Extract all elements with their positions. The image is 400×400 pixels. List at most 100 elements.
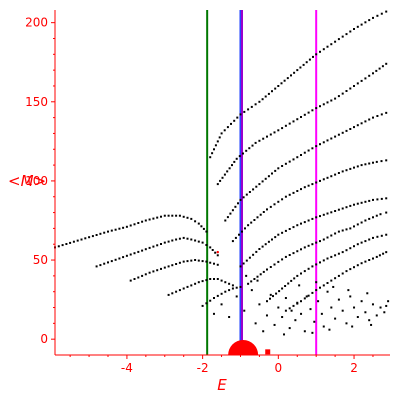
x-tick-label: -2	[197, 361, 209, 375]
series-7-point	[356, 124, 359, 127]
series-0-point	[65, 243, 68, 245]
series-10-point	[326, 236, 329, 239]
series-9-point	[288, 228, 291, 230]
series-11-point	[272, 295, 274, 298]
series-5-point	[341, 35, 344, 38]
series-9-point	[341, 207, 344, 210]
series-3-point	[190, 284, 193, 287]
series-2-point	[175, 263, 178, 265]
series-8-point	[266, 208, 268, 211]
series-6-point	[326, 101, 329, 104]
cloud-point	[387, 300, 390, 303]
series-0-point	[76, 239, 79, 242]
series-0-point	[91, 235, 94, 238]
series-12-point	[292, 304, 295, 307]
series-5-point	[322, 48, 325, 51]
series-3-point	[194, 282, 197, 285]
series-10-point	[334, 232, 337, 235]
series-5-point	[360, 23, 363, 26]
series-9-point	[274, 236, 277, 239]
series-7-point	[245, 193, 248, 196]
series-11-point	[266, 300, 268, 303]
series-2-point	[171, 264, 174, 267]
series-6-point	[269, 133, 272, 136]
series-2-point	[178, 261, 181, 264]
series-0-point	[182, 215, 185, 218]
cloud-point	[298, 284, 301, 287]
series-9-point	[334, 210, 337, 212]
series-10-point	[256, 275, 259, 278]
cloud-point	[254, 322, 257, 325]
series-11-point	[275, 292, 278, 295]
series-7-point	[252, 188, 255, 191]
series-6-point	[319, 105, 321, 108]
series-10-point	[319, 240, 321, 243]
series-11-point	[269, 297, 271, 300]
series-7-point	[267, 175, 270, 178]
series-12-point	[322, 284, 325, 287]
series-11-point	[364, 240, 367, 243]
series-0-point	[84, 237, 87, 240]
series-9-point	[255, 250, 258, 253]
cloud-point	[317, 300, 320, 303]
series-5-point	[305, 61, 308, 64]
series-0-point	[200, 225, 203, 228]
series-3-point	[216, 278, 219, 280]
cloud-point	[356, 316, 359, 319]
series-9-point	[330, 211, 333, 214]
series-1-point	[103, 262, 106, 265]
series-0-point	[99, 232, 102, 235]
series-5-point	[293, 71, 296, 74]
series-1-point	[186, 237, 189, 240]
series-12-point	[372, 257, 374, 260]
y-tick-label: 0	[40, 332, 48, 346]
cloud-point	[290, 309, 293, 312]
series-1-point	[190, 238, 193, 241]
series-7-point	[360, 122, 363, 125]
series-5-point	[345, 33, 348, 36]
series-8-point	[322, 178, 325, 181]
series-6-point	[322, 103, 325, 106]
series-11-point	[360, 241, 363, 244]
series-1-point	[152, 245, 155, 248]
series-7-point	[281, 165, 284, 167]
series-11-point	[307, 267, 310, 270]
series-5-point	[236, 116, 239, 119]
cloud-point	[300, 312, 303, 315]
series-0-point	[88, 236, 91, 239]
series-4-point	[231, 287, 234, 290]
series-5-point	[296, 69, 299, 72]
series-9-point	[300, 222, 302, 225]
series-9-point	[315, 216, 318, 219]
series-2-point	[129, 279, 132, 282]
series-10-point	[341, 229, 344, 232]
series-12-point	[315, 289, 318, 292]
series-6-point	[226, 170, 229, 173]
series-0-point	[80, 238, 83, 241]
series-7-point	[364, 120, 367, 123]
series-10-point	[345, 228, 348, 231]
series-1-point	[178, 237, 181, 240]
series-1-point	[194, 239, 197, 242]
series-8-point	[281, 198, 284, 201]
series-9-point	[385, 197, 388, 200]
series-12-point	[356, 264, 359, 267]
series-7-point	[326, 139, 329, 142]
series-8-point	[284, 195, 287, 198]
series-5-point	[280, 82, 283, 85]
series-1-point	[148, 246, 151, 249]
series-2-point	[213, 262, 215, 265]
series-3-point	[178, 289, 181, 292]
series-10-point	[288, 254, 291, 256]
series-4-point	[209, 299, 212, 302]
series-0-point	[122, 226, 125, 229]
series-7-point	[277, 167, 280, 170]
series-6-point	[341, 92, 344, 95]
series-7-point	[337, 133, 340, 136]
series-5-point	[290, 74, 292, 77]
series-8-point	[269, 205, 272, 208]
series-10-point	[375, 214, 378, 217]
series-2-point	[186, 260, 189, 263]
cloud-point	[294, 319, 297, 322]
series-10-point	[322, 238, 325, 241]
